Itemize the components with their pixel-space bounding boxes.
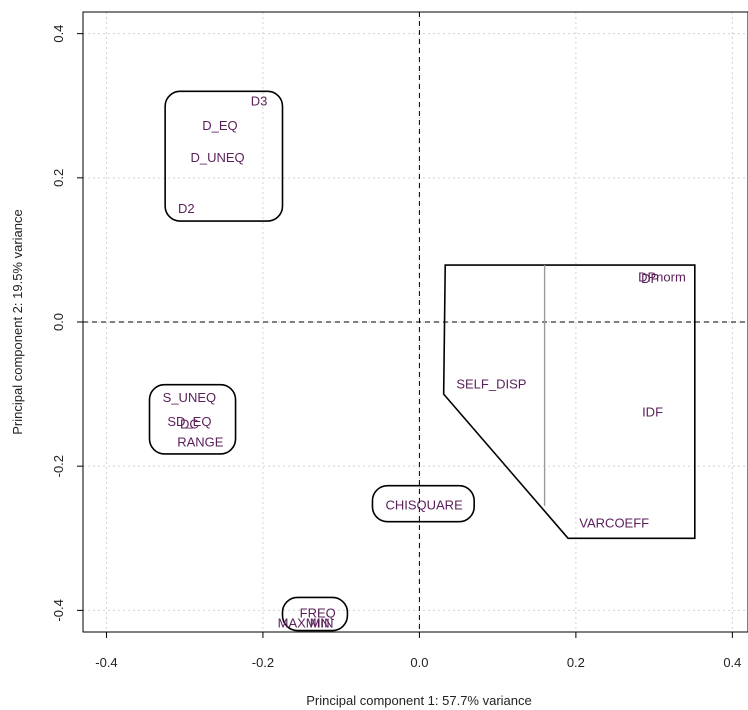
point-label: D_EQ bbox=[202, 118, 237, 133]
point-label: SD_EQ bbox=[167, 414, 211, 429]
y-tick-label: 0.2 bbox=[51, 169, 66, 187]
cluster-box bbox=[148, 383, 237, 455]
point-label: VARCOEFF bbox=[579, 515, 649, 530]
x-tick-label: -0.4 bbox=[95, 655, 117, 670]
point-label: IDF bbox=[642, 404, 663, 419]
point-label: DP bbox=[641, 271, 659, 286]
point-label: DC bbox=[180, 417, 199, 432]
x-axis: -0.4 -0.2 0.0 0.2 0.4 bbox=[95, 632, 741, 670]
y-axis-label: Principal component 2: 19.5% variance bbox=[10, 209, 25, 434]
point-label: SELF_DISP bbox=[456, 376, 526, 391]
point-label: FREQ bbox=[300, 606, 336, 621]
y-tick-label: -0.2 bbox=[51, 455, 66, 477]
point-label: D3 bbox=[251, 94, 268, 109]
cluster-box bbox=[164, 90, 284, 222]
x-axis-label: Principal component 1: 57.7% variance bbox=[306, 693, 531, 708]
point-label: S_UNEQ bbox=[163, 390, 216, 405]
y-tick-label: -0.4 bbox=[51, 599, 66, 621]
point-label: D2 bbox=[178, 201, 195, 216]
point-label: MAXMIN bbox=[278, 616, 330, 631]
cluster-outlines bbox=[148, 90, 696, 632]
cluster-box bbox=[371, 484, 475, 523]
x-tick-label: -0.2 bbox=[252, 655, 274, 670]
point-label: DPnorm bbox=[638, 270, 686, 285]
y-tick-label: 0.4 bbox=[51, 25, 66, 43]
y-axis: -0.4 -0.2 0.0 0.2 0.4 bbox=[51, 25, 83, 622]
cluster-box bbox=[281, 596, 349, 632]
point-label: CHISQUARE bbox=[385, 497, 463, 512]
point-label: MIN bbox=[310, 616, 334, 631]
point-label: D_UNEQ bbox=[190, 150, 244, 165]
reference-lines bbox=[83, 12, 748, 632]
y-tick-label: 0.0 bbox=[51, 313, 66, 331]
x-tick-label: 0.4 bbox=[723, 655, 741, 670]
point-label: RANGE bbox=[177, 435, 224, 450]
x-tick-label: 0.2 bbox=[567, 655, 585, 670]
x-tick-label: 0.0 bbox=[410, 655, 428, 670]
cluster-polygon bbox=[442, 264, 696, 540]
